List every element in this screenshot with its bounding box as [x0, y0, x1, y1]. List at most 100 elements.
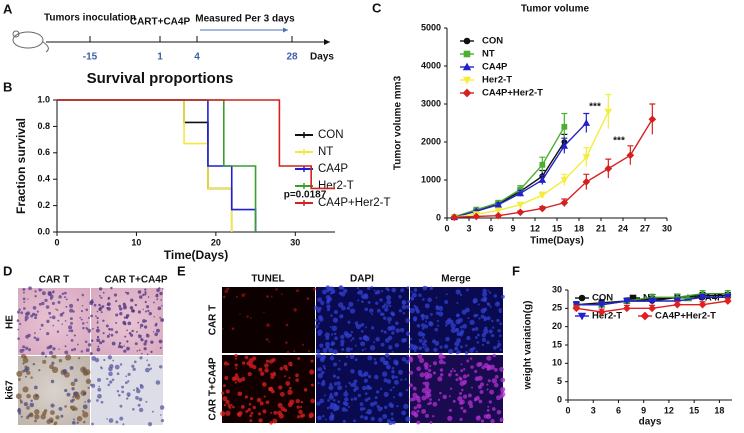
cell: [323, 394, 326, 397]
cell: [470, 365, 474, 369]
cell: [89, 352, 93, 356]
cell: [80, 310, 84, 313]
cell: [435, 296, 438, 299]
cell: [137, 290, 142, 294]
cell: [39, 328, 42, 331]
cell: [220, 411, 226, 417]
cell: [422, 345, 425, 349]
cell: [65, 305, 68, 308]
cell: [367, 300, 371, 304]
cell: [298, 409, 303, 415]
cell: [56, 309, 59, 312]
series-line: [454, 118, 653, 218]
cell: [132, 367, 136, 371]
cell: [244, 355, 249, 360]
cell: [106, 418, 108, 420]
cell: [327, 399, 330, 402]
cell: [135, 387, 139, 390]
cell: [62, 311, 65, 314]
cell: [94, 357, 100, 363]
cell: [328, 347, 334, 353]
cell: [482, 288, 487, 293]
cell: [270, 411, 273, 414]
cell: [353, 396, 358, 401]
cell: [23, 307, 26, 310]
cell: [106, 303, 110, 306]
cell: [288, 376, 291, 379]
cell: [76, 298, 79, 302]
marker: [623, 298, 631, 305]
cell: [491, 333, 495, 338]
cell: [110, 328, 114, 331]
cell: [349, 354, 355, 360]
cell: [30, 399, 33, 402]
cell: [414, 345, 419, 350]
y-axis-label: weight variation(g): [523, 301, 534, 391]
cell: [473, 314, 477, 318]
cell: [66, 392, 71, 397]
cell: [135, 395, 139, 400]
cell: [481, 333, 486, 338]
cell: [376, 404, 380, 408]
cell: [338, 359, 341, 362]
marker: [604, 164, 613, 173]
x-tick-label: 30: [662, 223, 672, 233]
cell: [74, 394, 81, 400]
cell: [385, 304, 389, 308]
cell: [146, 305, 150, 309]
cell: [238, 411, 243, 416]
cell: [380, 329, 384, 333]
cell: [147, 422, 153, 427]
cell: [116, 390, 120, 393]
cell: [478, 317, 481, 320]
cell: [459, 345, 463, 349]
cell: [321, 354, 326, 360]
cell: [280, 391, 285, 397]
cell: [51, 355, 55, 359]
cell: [91, 422, 94, 426]
marker: [472, 212, 481, 221]
cell: [320, 370, 325, 375]
cell: [72, 408, 76, 412]
cell: [20, 415, 23, 418]
cell: [162, 288, 164, 290]
cell: [143, 347, 147, 351]
cell: [287, 389, 293, 395]
cell: [329, 414, 335, 419]
cell: [497, 340, 500, 343]
cell: [401, 304, 407, 310]
survival-curve: [57, 99, 257, 232]
y-axis-label: Fraction survival: [14, 118, 28, 214]
cell: [69, 308, 74, 313]
cell: [477, 303, 480, 306]
cell: [399, 394, 402, 397]
cell: [56, 330, 60, 333]
cell: [137, 403, 141, 407]
cell: [448, 373, 452, 377]
cell: [455, 289, 461, 295]
cell: [367, 374, 372, 379]
cell: [159, 346, 162, 349]
cell: [160, 318, 165, 322]
cell: [338, 291, 343, 295]
cell: [96, 321, 99, 324]
cell: [275, 288, 278, 291]
cell: [87, 386, 90, 390]
cell: [390, 417, 394, 421]
cell: [364, 398, 369, 402]
cell: [100, 400, 104, 404]
cell: [478, 399, 483, 404]
cell: [85, 308, 89, 312]
cell: [483, 328, 489, 335]
cell: [160, 299, 162, 301]
cell: [285, 341, 288, 344]
survival-curve: [57, 99, 233, 232]
cell: [119, 404, 123, 408]
marker: [539, 161, 546, 168]
y-axis-label: Tumor volume mm3: [393, 75, 404, 170]
cell: [361, 294, 366, 299]
cell: [114, 364, 120, 370]
cell: [222, 396, 228, 402]
cell: [97, 336, 100, 339]
